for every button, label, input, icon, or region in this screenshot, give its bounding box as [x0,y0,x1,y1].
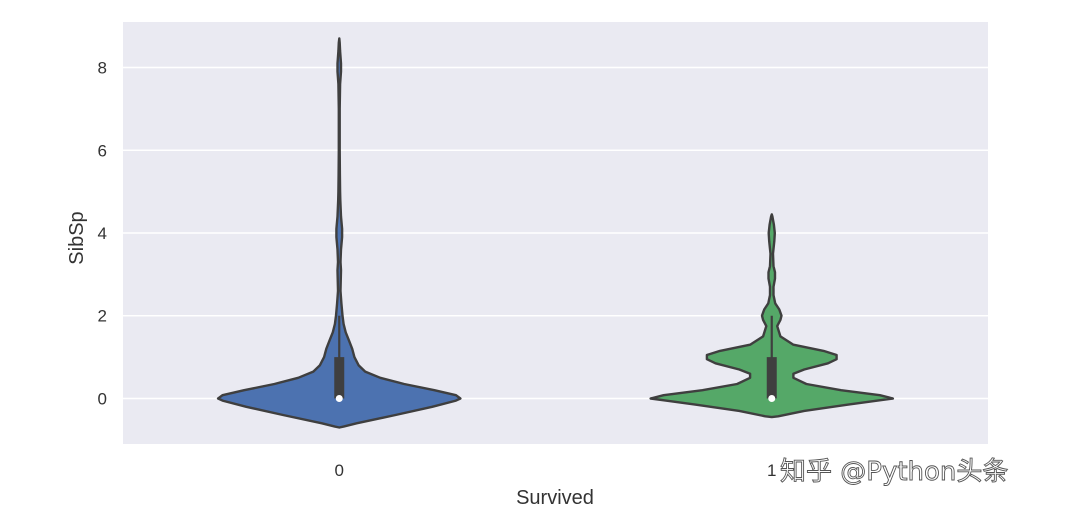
y-tick-label: 0 [98,389,107,408]
y-tick-labels: 0 2 4 6 8 [98,59,107,409]
y-tick-label: 6 [98,141,107,160]
watermark: 知乎 @Python头条 [780,457,1008,487]
violins [216,37,895,429]
y-tick-label: 4 [98,224,107,243]
y-axis-title: SibSp [66,211,88,264]
x-tick-label: 0 [335,461,344,480]
iqr-box-1 [766,357,777,399]
y-tick-label: 2 [98,307,107,326]
median-marker-0 [335,394,343,402]
iqr-box-0 [334,357,345,399]
x-tick-label: 1 [767,461,776,480]
y-tick-label: 8 [98,59,107,78]
violin-body-0 [216,37,462,429]
median-marker-1 [768,394,776,402]
x-axis-title: Survived [516,487,594,509]
